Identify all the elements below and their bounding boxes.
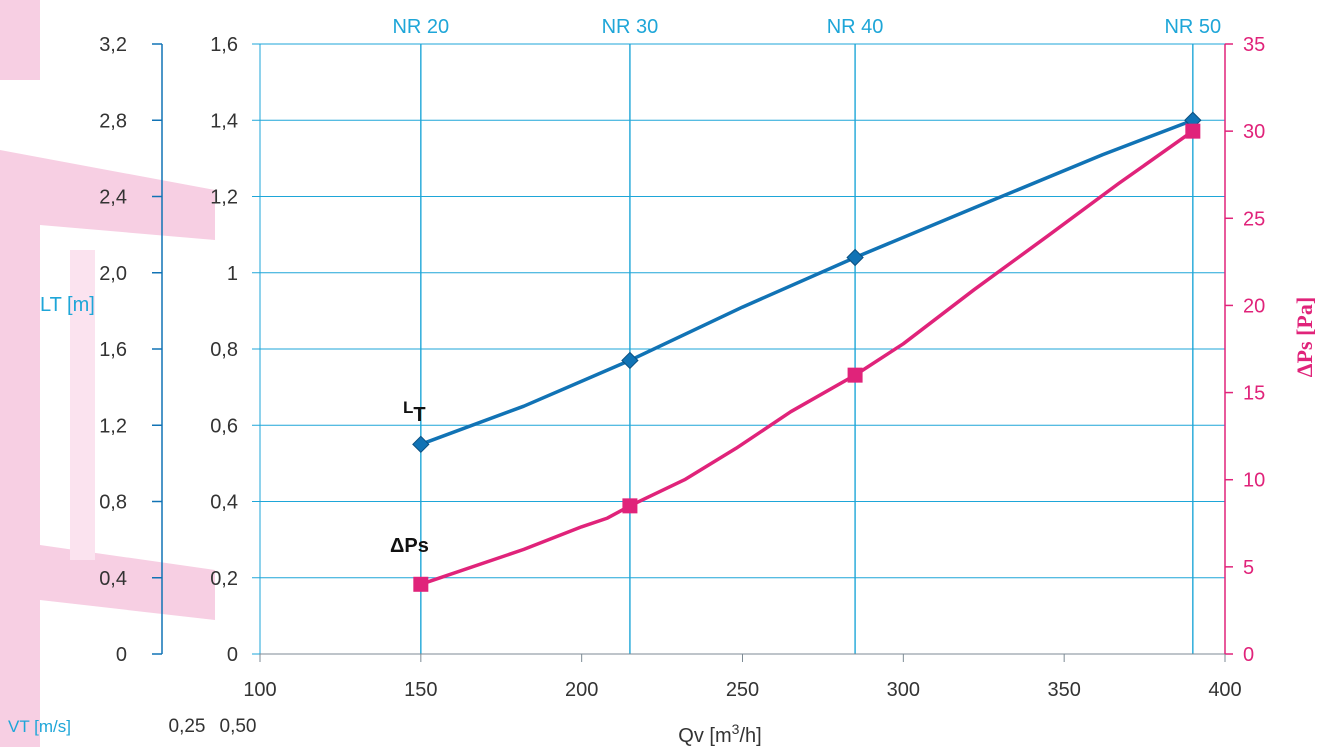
lt-axis-tick-label: 2,0 [99,263,127,285]
horizontal-gridlines [260,43,1225,579]
vt-label: VT [m/s] [8,717,71,736]
x-tick-label: 100 [243,679,276,701]
lt-axis-tick-label: 3,2 [99,34,127,56]
right-y-tick-label: 35 [1243,34,1265,56]
lt-axis-label: LT [m] [40,294,95,316]
lt-axis-tick-label: 0,4 [99,568,127,590]
nr-labels: NR 20 NR 30 NR 40 NR 50 [392,16,1221,38]
right-y-tick-label: 0 [1243,644,1254,666]
left-y-tick-label: 0 [227,644,238,666]
x-tick-label: 400 [1208,679,1241,701]
right-y-axis-label: ΔPs [Pa] [1292,297,1317,377]
right-y-tick-label: 5 [1243,557,1254,579]
right-y-axis: 0 5 10 15 20 25 30 35 [1224,34,1265,666]
nr-label: NR 40 [827,16,884,38]
vt-value: 0,50 [220,716,257,737]
left-y-tick-label: 1,6 [210,34,238,56]
left-y-tick-label: 0,8 [210,339,238,361]
dps-point-marker [622,498,638,514]
series-group [412,111,1202,592]
right-y-tick-label: 30 [1243,121,1265,143]
nr-label: NR 20 [392,16,449,38]
nr-label: NR 30 [602,16,659,38]
vt-value: 0,25 [169,716,206,737]
lt-axis-tick-label: 0,8 [99,492,127,514]
lt-point-marker [412,435,430,454]
left-y-tick-label: 0,2 [210,568,238,590]
left-y-tick-label: 1,4 [210,110,238,132]
left-y-tick-label: 0,4 [210,492,238,514]
x-axis: 100 150 200 250 300 350 400 [243,654,1242,701]
lt-axis-tick-label: 1,6 [99,339,127,361]
x-axis-label: Qv [m3/h] [678,721,761,747]
left-y-axis: 0 0,2 0,4 0,6 0,8 1 1,2 1,4 1,6 [210,34,260,666]
series-label-lt: LT [403,398,426,426]
vt-values: 0,25 0,50 [169,716,257,737]
nr-label: NR 50 [1164,16,1221,38]
right-y-tick-label: 10 [1243,470,1265,492]
right-y-tick-label: 25 [1243,208,1265,230]
x-tick-label: 250 [726,679,759,701]
x-tick-label: 300 [887,679,920,701]
nr-vertical-lines [420,44,1194,654]
x-tick-label: 200 [565,679,598,701]
left-y-tick-label: 0,6 [210,415,238,437]
right-y-tick-label: 15 [1243,383,1265,405]
x-tick-label: 150 [404,679,437,701]
series-line-lt [420,118,1194,446]
lt-point-marker [846,248,864,267]
lt-point-marker [621,351,639,370]
right-y-tick-label: 20 [1243,295,1265,317]
left-y-tick-label: 1 [227,263,238,285]
lt-axis-tick-label: 2,4 [99,187,127,209]
series-line-dps [420,129,1194,586]
series-label-dps: ΔPs [390,535,429,557]
dps-point-marker [847,367,863,383]
dps-point-marker [413,576,429,592]
lt-axis-tick-label: 0 [116,644,127,666]
lt-axis-tick-label: 2,8 [99,110,127,132]
lt-axis-tick-label: 1,2 [99,415,127,437]
x-tick-label: 350 [1047,679,1080,701]
left-y-tick-label: 1,2 [210,187,238,209]
lt-axis: 0 0,4 0,8 1,2 1,6 2,0 2,4 2,8 3,2 [99,34,163,666]
dps-point-marker [1185,123,1201,139]
